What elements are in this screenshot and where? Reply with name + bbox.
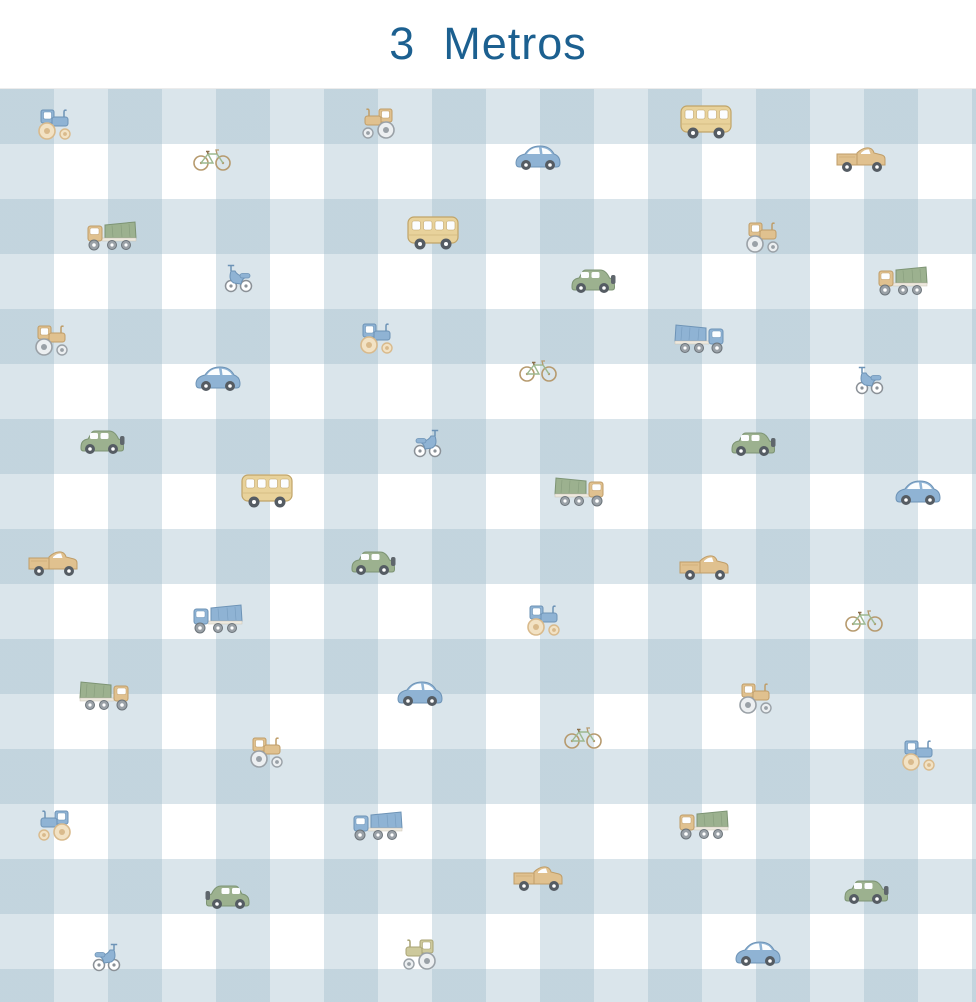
pickup-tan-icon bbox=[835, 144, 891, 174]
bicycle-green-icon bbox=[519, 357, 557, 383]
tractor-tan-icon bbox=[249, 734, 285, 768]
meters-unit: Metros bbox=[443, 18, 587, 69]
suv-green-icon bbox=[569, 265, 617, 295]
tractor-tan-icon bbox=[745, 219, 781, 253]
car-blue-icon bbox=[194, 365, 242, 393]
bus-yellow-icon bbox=[679, 102, 733, 142]
suv-green-icon bbox=[842, 876, 890, 906]
bicycle-green-icon bbox=[564, 724, 602, 750]
scooter-blue-icon bbox=[92, 940, 122, 972]
car-blue-icon bbox=[894, 479, 942, 507]
car-blue-icon bbox=[514, 144, 562, 172]
scooter-blue-icon bbox=[413, 426, 443, 458]
pickup-tan-icon bbox=[512, 863, 568, 893]
meters-quantity: 3 bbox=[389, 18, 416, 69]
car-blue-icon bbox=[396, 680, 444, 708]
pickup-tan-icon bbox=[27, 548, 83, 578]
page-title: 3 Metros bbox=[389, 18, 587, 70]
tractor-green-icon bbox=[401, 936, 437, 970]
dump-green-icon bbox=[876, 262, 930, 296]
car-blue-icon bbox=[734, 940, 782, 968]
bus-yellow-icon bbox=[406, 213, 460, 253]
tractor-blue-icon bbox=[526, 602, 562, 636]
suv-green-icon bbox=[78, 426, 126, 456]
dump-green-icon bbox=[85, 217, 139, 251]
suv-green-icon bbox=[729, 428, 777, 458]
dump-blue-icon bbox=[191, 600, 245, 634]
dump-blue-icon bbox=[672, 320, 726, 354]
suv-green-icon bbox=[349, 547, 397, 577]
scooter-blue-icon bbox=[854, 363, 884, 395]
pickup-tan-icon bbox=[678, 552, 734, 582]
tractor-blue-icon bbox=[37, 106, 73, 140]
tractor-tan-icon bbox=[738, 680, 774, 714]
bus-yellow-icon bbox=[240, 471, 294, 511]
tractor-tan-icon bbox=[34, 322, 70, 356]
dump-blue-icon bbox=[351, 807, 405, 841]
dump-green-icon bbox=[677, 806, 731, 840]
header-bar: 3 Metros bbox=[0, 0, 976, 88]
tractor-blue-icon bbox=[901, 737, 937, 771]
tractor-blue-icon bbox=[359, 320, 395, 354]
tractor-blue-icon bbox=[36, 807, 72, 841]
dump-green-icon bbox=[77, 677, 131, 711]
bicycle-green-icon bbox=[193, 146, 231, 172]
gingham-wallpaper-pattern bbox=[0, 88, 976, 1002]
suv-green-icon bbox=[204, 881, 252, 911]
dump-green-icon bbox=[552, 473, 606, 507]
bicycle-green-icon bbox=[845, 607, 883, 633]
scooter-blue-icon bbox=[223, 261, 253, 293]
tractor-tan-icon bbox=[360, 105, 396, 139]
